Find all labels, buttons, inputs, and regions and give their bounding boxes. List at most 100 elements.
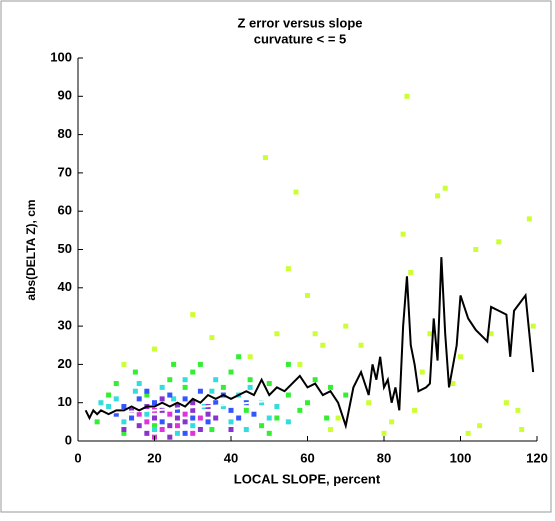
point bbox=[190, 400, 196, 406]
y-axis-label: abs(DELTA Z), cm bbox=[24, 199, 38, 300]
point bbox=[220, 404, 226, 410]
point bbox=[473, 247, 479, 252]
point bbox=[152, 415, 157, 421]
y-tick-label: 40 bbox=[58, 279, 72, 294]
point bbox=[297, 361, 303, 367]
point bbox=[285, 266, 291, 272]
point bbox=[243, 427, 249, 433]
point bbox=[419, 369, 425, 375]
point bbox=[404, 93, 410, 99]
point bbox=[182, 377, 188, 383]
point bbox=[312, 331, 318, 337]
point bbox=[526, 216, 532, 222]
point bbox=[159, 427, 165, 433]
point bbox=[113, 381, 119, 387]
point bbox=[136, 411, 142, 417]
point bbox=[136, 381, 142, 387]
point bbox=[450, 381, 456, 387]
point bbox=[251, 411, 257, 417]
point bbox=[209, 335, 215, 341]
point bbox=[228, 419, 234, 425]
point bbox=[144, 388, 150, 394]
point bbox=[174, 415, 180, 421]
point bbox=[259, 400, 265, 406]
point bbox=[121, 419, 127, 425]
point bbox=[274, 415, 280, 421]
x-tick-label: 60 bbox=[300, 450, 314, 465]
point bbox=[427, 331, 433, 337]
point bbox=[285, 361, 291, 367]
point bbox=[320, 342, 326, 348]
point bbox=[236, 354, 242, 360]
point bbox=[262, 155, 268, 161]
point bbox=[274, 404, 280, 410]
point bbox=[243, 407, 249, 413]
point bbox=[98, 400, 104, 406]
point bbox=[408, 269, 414, 275]
point bbox=[197, 361, 203, 367]
point bbox=[152, 346, 157, 352]
point bbox=[205, 419, 211, 425]
point bbox=[496, 239, 502, 245]
point bbox=[220, 384, 226, 390]
point bbox=[106, 404, 112, 410]
point bbox=[197, 415, 203, 421]
point bbox=[266, 415, 272, 421]
point bbox=[171, 396, 177, 402]
y-tick-label: 20 bbox=[58, 356, 72, 371]
point bbox=[503, 400, 509, 406]
chart-title: Z error versus slope bbox=[238, 15, 363, 30]
point bbox=[136, 396, 142, 402]
x-tick-label: 40 bbox=[224, 450, 238, 465]
y-tick-label: 30 bbox=[58, 318, 72, 333]
point bbox=[197, 427, 203, 433]
point bbox=[285, 392, 291, 398]
point bbox=[190, 415, 196, 421]
point bbox=[266, 381, 272, 387]
chart-subtitle: curvature < = 5 bbox=[254, 31, 347, 46]
point bbox=[159, 384, 165, 390]
point bbox=[167, 392, 173, 398]
point bbox=[190, 407, 196, 413]
point bbox=[435, 193, 441, 199]
y-tick-label: 60 bbox=[58, 203, 72, 218]
point bbox=[132, 369, 138, 375]
point bbox=[136, 423, 142, 429]
point bbox=[167, 411, 173, 417]
point bbox=[121, 427, 127, 433]
x-tick-label: 0 bbox=[74, 450, 81, 465]
point bbox=[297, 407, 303, 413]
point bbox=[174, 407, 180, 413]
point bbox=[519, 427, 525, 433]
point bbox=[159, 396, 165, 402]
point bbox=[174, 423, 180, 429]
x-tick-label: 120 bbox=[526, 450, 548, 465]
point bbox=[209, 427, 215, 433]
point bbox=[167, 423, 173, 429]
point bbox=[152, 423, 157, 429]
point bbox=[144, 411, 150, 417]
x-tick-label: 100 bbox=[450, 450, 472, 465]
y-tick-label: 10 bbox=[58, 394, 72, 409]
point bbox=[366, 400, 372, 406]
point bbox=[152, 400, 157, 406]
point bbox=[228, 369, 234, 375]
point bbox=[358, 342, 364, 348]
point bbox=[274, 331, 280, 337]
point bbox=[477, 423, 483, 429]
point bbox=[132, 388, 138, 394]
point bbox=[259, 423, 265, 429]
point bbox=[106, 392, 112, 398]
point bbox=[197, 388, 203, 394]
point bbox=[488, 331, 494, 337]
point bbox=[213, 400, 219, 406]
point bbox=[305, 400, 310, 406]
point bbox=[327, 384, 333, 390]
point bbox=[182, 419, 188, 425]
point bbox=[247, 354, 253, 360]
point bbox=[293, 189, 299, 195]
y-tick-label: 100 bbox=[50, 49, 72, 64]
point bbox=[144, 392, 150, 398]
point bbox=[174, 404, 180, 410]
